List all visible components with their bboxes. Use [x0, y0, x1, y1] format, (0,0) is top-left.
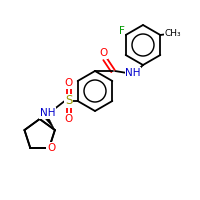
- Text: O: O: [47, 143, 55, 153]
- Text: O: O: [99, 48, 107, 58]
- Text: S: S: [65, 95, 72, 108]
- Text: NH: NH: [125, 68, 141, 78]
- Text: O: O: [65, 114, 73, 124]
- Text: F: F: [119, 26, 125, 36]
- Text: O: O: [65, 78, 73, 88]
- Text: NH: NH: [40, 108, 55, 118]
- Text: CH₃: CH₃: [164, 28, 181, 38]
- Polygon shape: [42, 112, 55, 130]
- Text: O: O: [47, 143, 55, 153]
